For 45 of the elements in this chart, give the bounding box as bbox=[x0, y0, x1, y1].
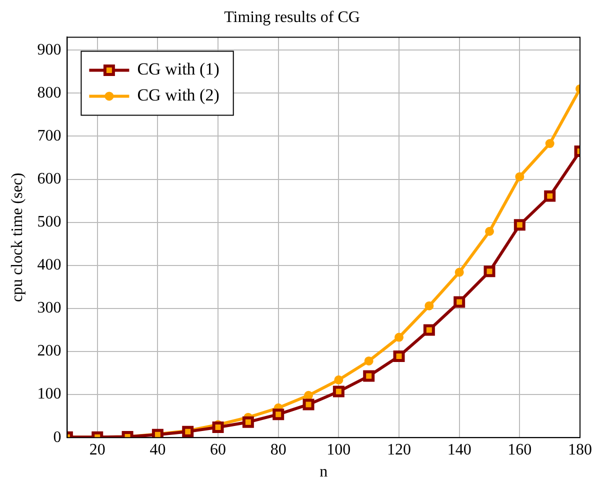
point bbox=[423, 324, 435, 336]
point bbox=[272, 408, 284, 420]
x-tick-label: 120 bbox=[387, 441, 412, 458]
y-tick-label: 300 bbox=[37, 300, 62, 317]
y-tick-label: 800 bbox=[37, 84, 62, 102]
x-tick-label: 100 bbox=[326, 441, 351, 458]
legend-label: CG with (2) bbox=[137, 86, 220, 105]
y-tick-label: 500 bbox=[37, 214, 62, 231]
y-tick-label: 0 bbox=[53, 428, 62, 446]
point bbox=[363, 370, 375, 382]
chart-title: Timing results of CG bbox=[224, 8, 360, 26]
y-axis-title: cpu clock time (sec) bbox=[8, 172, 26, 302]
x-axis-title: n bbox=[320, 464, 328, 481]
x-tick-label: 40 bbox=[150, 441, 166, 458]
point bbox=[212, 422, 224, 434]
point bbox=[332, 386, 344, 398]
y-tick-label: 700 bbox=[37, 127, 62, 144]
x-tick-label: 80 bbox=[270, 441, 286, 458]
legend-label: CG with (1) bbox=[137, 60, 220, 79]
point bbox=[454, 268, 464, 277]
y-tick-label: 900 bbox=[37, 41, 62, 58]
point bbox=[304, 390, 314, 400]
point bbox=[302, 398, 314, 410]
point bbox=[544, 190, 556, 202]
point bbox=[394, 332, 404, 342]
y-tick-label: 100 bbox=[37, 386, 62, 403]
y-tick-label: 400 bbox=[37, 256, 62, 274]
point bbox=[454, 296, 466, 308]
x-tick-label: 60 bbox=[210, 441, 226, 458]
point bbox=[484, 266, 496, 278]
point bbox=[393, 350, 405, 362]
x-tick-label: 160 bbox=[508, 441, 532, 458]
y-tick-label: 200 bbox=[37, 342, 62, 360]
point bbox=[242, 416, 254, 428]
x-tick-label: 140 bbox=[447, 441, 472, 458]
point bbox=[334, 375, 344, 384]
point bbox=[424, 301, 434, 310]
y-tick-label: 600 bbox=[37, 170, 62, 188]
x-tick-label: 20 bbox=[89, 441, 106, 458]
point bbox=[545, 139, 554, 148]
point bbox=[485, 226, 494, 236]
point bbox=[515, 172, 524, 182]
x-tick-label: 180 bbox=[568, 441, 592, 458]
point bbox=[514, 219, 526, 231]
point bbox=[364, 356, 374, 366]
